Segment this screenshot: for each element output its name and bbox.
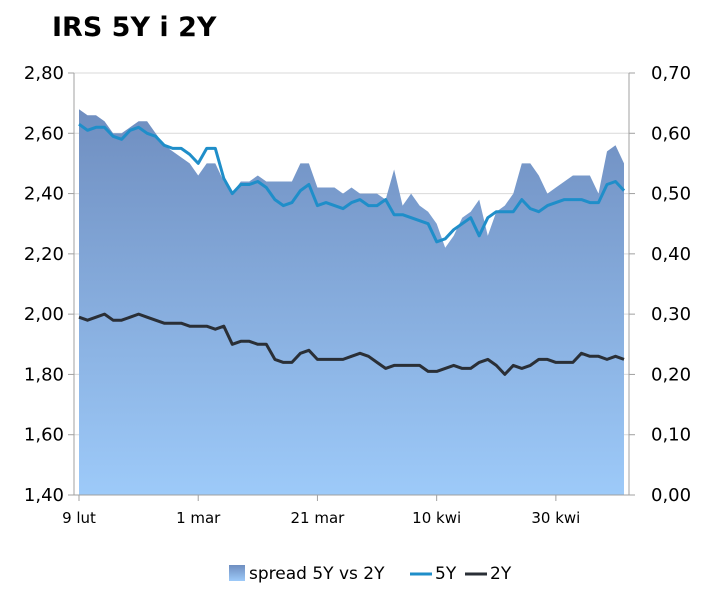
legend: spread 5Y vs 2Y 5Y 2Y <box>229 564 512 584</box>
left-tick-label: 1,80 <box>24 364 64 385</box>
series-2y-line <box>78 312 625 376</box>
left-tick-label: 2,40 <box>24 184 64 205</box>
x-axis-ticks: 9 lut 1 mar 21 mar 10 kwi 30 kwi <box>62 495 580 527</box>
x-tick-label: 1 mar <box>176 509 221 527</box>
x-tick-label: 30 kwi <box>531 509 580 527</box>
right-tick-label: 0,00 <box>651 485 691 506</box>
left-tick-label: 2,60 <box>24 123 64 144</box>
series-spread-area <box>79 109 624 495</box>
right-tick-label: 0,40 <box>651 244 691 265</box>
left-tick-label: 1,40 <box>24 485 64 506</box>
right-axis-ticks: 0,00 0,10 0,20 0,30 0,40 0,50 0,60 0,70 <box>629 63 691 506</box>
right-tick-label: 0,30 <box>651 304 691 325</box>
left-axis-ticks: 1,40 1,60 1,80 2,00 2,20 2,40 2,60 2,80 <box>24 63 74 506</box>
right-tick-label: 0,70 <box>651 63 691 84</box>
area-layer <box>79 109 624 495</box>
left-tick-label: 1,60 <box>24 425 64 446</box>
left-tick-label: 2,80 <box>24 63 64 84</box>
right-tick-label: 0,10 <box>651 425 691 446</box>
right-tick-label: 0,50 <box>651 184 691 205</box>
left-tick-label: 2,00 <box>24 304 64 325</box>
legend-spread-label: spread 5Y vs 2Y <box>249 564 385 584</box>
left-tick-label: 2,20 <box>24 244 64 265</box>
legend-5y-label: 5Y <box>435 564 457 584</box>
line-layer <box>78 122 626 376</box>
axes <box>73 73 630 496</box>
chart-title: IRS 5Y i 2Y <box>52 12 217 43</box>
x-tick-label: 9 lut <box>62 509 96 527</box>
x-tick-label: 21 mar <box>291 509 346 527</box>
right-tick-label: 0,60 <box>651 123 691 144</box>
legend-2y-label: 2Y <box>490 564 512 584</box>
series-5y-line <box>78 122 626 244</box>
legend-spread-swatch <box>229 565 245 581</box>
x-tick-label: 10 kwi <box>412 509 461 527</box>
right-tick-label: 0,20 <box>651 364 691 385</box>
